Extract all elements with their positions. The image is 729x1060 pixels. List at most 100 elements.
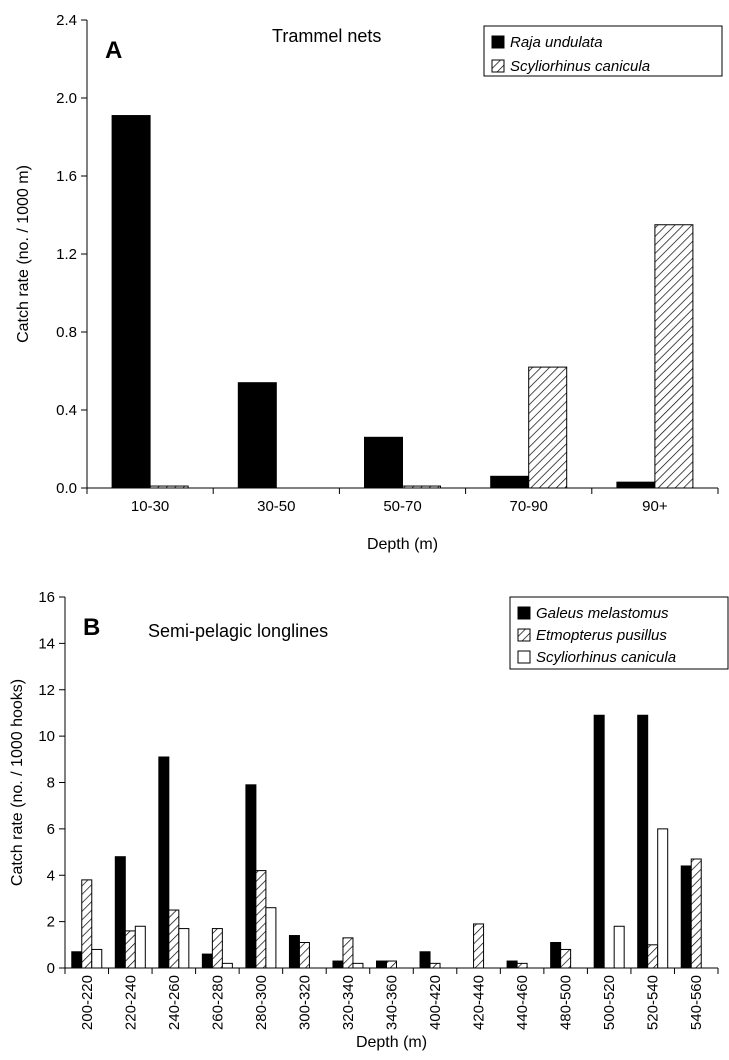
x-tick-label: 540-560 xyxy=(688,975,705,1030)
bar xyxy=(91,948,103,969)
x-tick-label: 280-300 xyxy=(253,975,270,1030)
x-tick-label: 320-340 xyxy=(340,975,357,1030)
x-tick-label: 420-440 xyxy=(471,975,488,1030)
legend-swatch xyxy=(491,35,505,49)
bar xyxy=(593,714,605,969)
x-tick-label: 220-240 xyxy=(122,975,139,1030)
y-tick-label: 0 xyxy=(47,960,55,977)
panel-letter: A xyxy=(105,37,122,64)
bar xyxy=(490,475,530,489)
bar xyxy=(245,784,257,969)
y-tick-label: 0.4 xyxy=(56,402,77,419)
y-tick-label: 4 xyxy=(47,867,55,884)
bar xyxy=(114,856,126,969)
bar xyxy=(134,925,146,969)
y-tick-label: 8 xyxy=(47,775,55,792)
x-tick-label: 340-360 xyxy=(384,975,401,1030)
bar xyxy=(364,436,403,489)
bar xyxy=(376,960,387,969)
bar xyxy=(550,941,562,969)
bar xyxy=(647,944,659,969)
legend-swatch xyxy=(517,606,531,620)
y-tick-label: 10 xyxy=(38,728,55,745)
bar xyxy=(657,828,669,969)
y-tick-label: 2 xyxy=(47,914,55,931)
legend-label: Scyliorhinus canicula xyxy=(510,58,650,75)
bar xyxy=(211,928,223,969)
bar xyxy=(516,962,528,969)
bar xyxy=(616,481,656,489)
legend-box xyxy=(509,596,729,670)
bar xyxy=(342,937,354,969)
bar xyxy=(613,925,625,969)
bar xyxy=(265,907,277,969)
bar xyxy=(168,909,180,969)
bar xyxy=(71,951,83,969)
x-tick-label: 260-280 xyxy=(209,975,226,1030)
x-tick-label: 300-320 xyxy=(296,975,313,1030)
bar xyxy=(429,962,441,969)
bar xyxy=(178,928,190,969)
x-tick-label: 10-30 xyxy=(131,498,169,515)
x-tick-label: 400-420 xyxy=(427,975,444,1030)
x-tick-label: 240-260 xyxy=(166,975,183,1030)
y-tick-label: 12 xyxy=(38,682,55,699)
bar xyxy=(386,960,397,969)
bar xyxy=(288,935,300,969)
bar xyxy=(255,870,267,969)
bar xyxy=(298,941,310,969)
bar xyxy=(473,923,485,969)
legend: Galeus melastomus Etmopterus pusillus Scyl… xyxy=(509,596,729,670)
x-tick-label: 520-540 xyxy=(645,975,662,1030)
bar xyxy=(158,756,170,969)
legend-label: Etmopterus pusillus xyxy=(536,627,667,644)
y-tick-label: 1.2 xyxy=(56,246,77,263)
x-tick-label: 200-220 xyxy=(79,975,96,1030)
bar xyxy=(332,960,344,969)
bar xyxy=(81,879,93,969)
x-tick-label: 30-50 xyxy=(257,498,295,515)
x-tick-label: 50-70 xyxy=(383,498,421,515)
chart-panel-b: 0 2 4 6 8 10 12 14 16 200-220 220-240 240-260 260-28… xyxy=(9,589,729,1051)
bar xyxy=(637,714,649,969)
bar xyxy=(124,930,136,969)
bar xyxy=(506,960,518,969)
legend-swatch xyxy=(517,628,531,642)
legend-swatch xyxy=(517,650,531,664)
bar xyxy=(419,951,431,969)
legend-swatch xyxy=(491,59,505,73)
bar xyxy=(680,865,692,969)
bar xyxy=(690,858,702,969)
x-tick-label: 480-500 xyxy=(558,975,575,1030)
y-tick-label: 0.0 xyxy=(56,480,77,497)
bar xyxy=(221,962,233,969)
y-tick-label: 0.8 xyxy=(56,324,77,341)
bar xyxy=(237,382,277,489)
bar xyxy=(111,115,151,489)
x-axis-title: Depth (m) xyxy=(356,1034,427,1051)
legend-box xyxy=(483,25,723,77)
panel-letter: B xyxy=(83,614,100,641)
chart-title: Trammel nets xyxy=(272,26,381,46)
y-tick-label: 2.4 xyxy=(56,12,77,29)
y-tick-label: 16 xyxy=(38,589,55,606)
bar xyxy=(352,962,364,969)
y-tick-label: 1.6 xyxy=(56,168,77,185)
x-tick-label: 440-460 xyxy=(514,975,531,1030)
bar xyxy=(201,953,213,969)
chart-panel-a: 0.0 0.4 0.8 1.2 1.6 2.0 2.4 10-30 30-50 50-70 70-9… xyxy=(15,12,723,553)
legend: Raja undulata Scyliorhinus canicula xyxy=(483,25,723,77)
bar xyxy=(560,948,572,969)
legend-label: Galeus melastomus xyxy=(536,605,669,622)
legend-label: Raja undulata xyxy=(510,34,603,51)
legend-label: Scyliorhinus canicula xyxy=(536,649,676,666)
x-tick-label: 500-520 xyxy=(601,975,618,1030)
bar xyxy=(654,224,694,489)
y-tick-label: 6 xyxy=(47,821,55,838)
x-tick-label: 70-90 xyxy=(510,498,548,515)
bar xyxy=(528,366,568,489)
y-tick-label: 2.0 xyxy=(56,90,77,107)
x-tick-label: 90+ xyxy=(642,498,668,515)
y-tick-label: 14 xyxy=(38,635,55,652)
y-axis-title: Catch rate (no. / 1000 hooks) xyxy=(9,679,26,886)
